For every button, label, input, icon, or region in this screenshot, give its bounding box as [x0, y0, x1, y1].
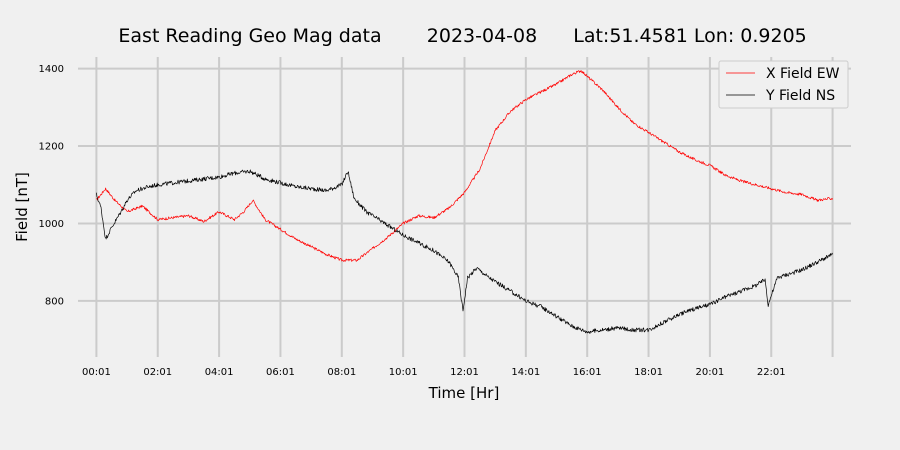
y-axis-label: Field [nT]: [13, 172, 31, 242]
x-tick-label: 00:01: [82, 367, 111, 378]
y-tick-label: 800: [45, 296, 64, 307]
legend-label-y-field: Y Field NS: [765, 88, 835, 104]
x-tick-label: 14:01: [511, 367, 540, 378]
series-line-y-field: [96, 169, 833, 334]
y-axis-ticks: 800 1000 1200 1400: [39, 64, 64, 307]
x-tick-label: 20:01: [695, 367, 724, 378]
x-tick-label: 04:01: [205, 367, 234, 378]
x-tick-label: 06:01: [266, 367, 295, 378]
x-tick-label: 22:01: [757, 367, 786, 378]
legend: X Field EW Y Field NS: [718, 60, 849, 109]
x-tick-label: 02:01: [143, 367, 172, 378]
x-tick-label: 18:01: [634, 367, 663, 378]
chart-title-station: East Reading Geo Mag data: [118, 25, 381, 47]
data-series: [96, 70, 833, 334]
x-tick-label: 12:01: [450, 367, 479, 378]
x-tick-label: 08:01: [327, 367, 356, 378]
chart-title-location: Lat:51.4581 Lon: 0.9205: [573, 25, 807, 47]
x-axis-label: Time [Hr]: [428, 384, 500, 402]
legend-label-x-field: X Field EW: [766, 66, 840, 82]
chart-title-date: 2023-04-08: [427, 25, 537, 47]
x-tick-label: 16:01: [573, 367, 602, 378]
y-tick-label: 1400: [39, 64, 64, 75]
x-axis-ticks: 00:01 02:01 04:01 06:01 08:01 10:01 12:01 14:01…: [82, 367, 786, 378]
x-tick-label: 10:01: [389, 367, 418, 378]
series-line-x-field: [96, 70, 833, 262]
y-tick-label: 1000: [39, 219, 64, 230]
y-tick-label: 1200: [39, 142, 64, 153]
